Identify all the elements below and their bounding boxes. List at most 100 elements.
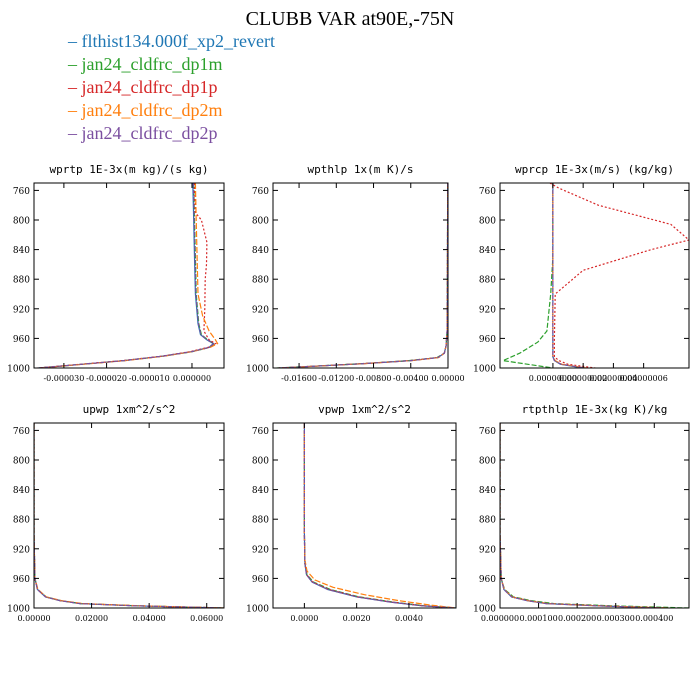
legend-dash: – [68, 100, 82, 120]
panel-frame [499, 182, 690, 369]
legend-label: jan24_cldfrc_dp2p [81, 123, 218, 143]
series-line [279, 183, 448, 368]
series-line [278, 183, 448, 368]
legend-entry: – jan24_cldfrc_dp1p [68, 76, 275, 99]
x-tick-label: 0.000100 [519, 614, 557, 623]
x-tick-label: 0.0000 [290, 614, 318, 623]
legend-label: jan24_cldfrc_dp2m [81, 100, 223, 120]
x-tick-label: 0.00000 [17, 614, 50, 623]
series-line [549, 183, 689, 368]
series-line [39, 183, 219, 368]
y-tick-label: 880 [252, 516, 269, 526]
y-tick-label: 880 [479, 276, 496, 286]
y-tick-label: 760 [479, 187, 496, 197]
series-line [500, 423, 666, 608]
series-line [34, 423, 224, 608]
panel-frame [499, 422, 690, 609]
x-tick-label: -0.00800 [356, 374, 392, 383]
y-tick-label: 920 [13, 545, 30, 555]
series-line [303, 423, 456, 608]
y-tick-label: 960 [13, 335, 30, 345]
series-line [500, 423, 663, 608]
chart-panel: rtpthlp 1E-3x(kg K)/kg 760 800 840 880 920 960… [473, 403, 690, 623]
y-tick-label: 840 [252, 486, 269, 496]
y-tick-label: 1000 [7, 365, 30, 375]
y-tick-label: 800 [479, 457, 496, 467]
panel-title: wprcp 1E-3x(m/s) (kg/kg) [515, 163, 674, 176]
series-line [500, 423, 663, 608]
y-tick-label: 1000 [246, 605, 269, 615]
y-tick-label: 1000 [473, 365, 496, 375]
legend-entry: – flthist134.000f_xp2_revert [68, 30, 275, 53]
series-line [277, 183, 448, 368]
panel-title: upwp 1xm^2/s^2 [83, 403, 176, 416]
x-tick-label: 0.000200 [558, 614, 596, 623]
legend-dash: – [68, 123, 82, 143]
legend-dash: – [68, 54, 82, 74]
y-tick-label: 800 [13, 457, 30, 467]
chart-panel: upwp 1xm^2/s^2 760 800 840 880 920 960 10000.00… [7, 403, 225, 623]
panel-frame [272, 182, 449, 369]
series-line [552, 183, 584, 368]
y-tick-label: 880 [13, 516, 30, 526]
y-tick-label: 1000 [7, 605, 30, 615]
series-line [39, 183, 216, 368]
chart-panel: vpwp 1xm^2/s^2 760 800 840 880 920 960 1000 0.00… [246, 403, 457, 623]
series-line [37, 183, 217, 368]
series-line [276, 183, 448, 368]
legend-dash: – [68, 77, 82, 97]
legend-entry: – jan24_cldfrc_dp1m [68, 53, 275, 76]
y-tick-label: 1000 [246, 365, 269, 375]
chart-panel: wprcp 1E-3x(m/s) (kg/kg) 760 800 840 880 920 9… [473, 163, 690, 383]
x-tick-label: -0.01200 [318, 374, 354, 383]
y-tick-label: 760 [252, 187, 269, 197]
x-tick-label: -0.01600 [281, 374, 317, 383]
chart-panel: wprtp 1E-3x(m kg)/(s kg) 760 800 840 880 920 9… [7, 163, 225, 383]
y-tick-label: 880 [479, 516, 496, 526]
y-tick-label: 800 [252, 457, 269, 467]
y-tick-label: 920 [479, 305, 496, 315]
y-tick-label: 800 [479, 217, 496, 227]
series-line [34, 423, 224, 608]
y-tick-label: 800 [13, 217, 30, 227]
series-line [500, 423, 670, 608]
x-tick-label: 0.00000002 [559, 374, 607, 383]
y-tick-label: 840 [479, 486, 496, 496]
x-tick-label: 0.00000 [431, 374, 464, 383]
y-tick-label: 840 [479, 246, 496, 256]
panel-title: wprtp 1E-3x(m kg)/(s kg) [50, 163, 209, 176]
y-tick-label: 920 [479, 545, 496, 555]
series-line [38, 183, 215, 368]
panel-title: vpwp 1xm^2/s^2 [318, 403, 411, 416]
x-tick-label: 0.04000 [133, 614, 166, 623]
x-tick-label: -0.000010 [129, 374, 170, 383]
series-line [500, 183, 554, 368]
series-line [38, 183, 215, 368]
y-tick-label: 960 [252, 575, 269, 585]
y-tick-label: 880 [13, 276, 30, 286]
y-tick-label: 1000 [473, 605, 496, 615]
y-tick-label: 960 [479, 335, 496, 345]
panel-title: rtpthlp 1E-3x(kg K)/kg [522, 403, 668, 416]
y-tick-label: 840 [13, 246, 30, 256]
y-tick-label: 880 [252, 276, 269, 286]
panel-frame [33, 182, 225, 369]
figure-title: CLUBB VAR at90E,-75N [245, 8, 455, 30]
legend: – flthist134.000f_xp2_revert – jan24_cld… [68, 30, 275, 145]
series-line [34, 423, 224, 608]
x-tick-label: 0.000400 [635, 614, 673, 623]
panel-title: wpthlp 1x(m K)/s [308, 163, 414, 176]
x-tick-label: 0.000000 [481, 614, 519, 623]
x-tick-label: 0.06000 [190, 614, 223, 623]
x-tick-label: 0.0020 [343, 614, 371, 623]
series-line [552, 183, 587, 368]
series-line [34, 423, 224, 608]
y-tick-label: 760 [13, 187, 30, 197]
x-tick-label: 0.000000 [173, 374, 211, 383]
y-tick-label: 920 [252, 305, 269, 315]
x-tick-label: 0.000300 [597, 614, 635, 623]
series-line [34, 423, 224, 608]
y-tick-label: 760 [13, 427, 30, 437]
y-tick-label: 920 [252, 545, 269, 555]
